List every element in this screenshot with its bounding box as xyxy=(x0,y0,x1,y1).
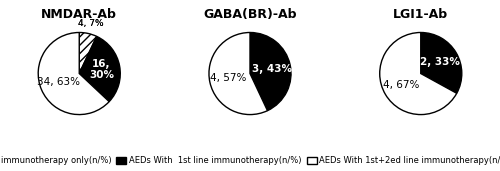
Wedge shape xyxy=(79,32,96,74)
Wedge shape xyxy=(380,32,456,115)
Text: 4, 7%: 4, 7% xyxy=(78,19,103,28)
Wedge shape xyxy=(421,32,462,93)
Text: 16,
30%: 16, 30% xyxy=(89,58,114,80)
Title: LGI1-Ab: LGI1-Ab xyxy=(393,8,448,21)
Wedge shape xyxy=(209,32,268,115)
Legend: immunotherapy only(n/%), AEDs With  1st line immunotherapy(n/%), AEDs With 1st+2: immunotherapy only(n/%), AEDs With 1st l… xyxy=(0,153,500,169)
Wedge shape xyxy=(79,36,120,102)
Text: 4, 7%: 4, 7% xyxy=(78,19,103,28)
Wedge shape xyxy=(250,32,291,111)
Text: 2, 33%: 2, 33% xyxy=(420,57,460,67)
Text: 3, 43%: 3, 43% xyxy=(252,64,292,74)
Text: 4, 67%: 4, 67% xyxy=(383,80,420,90)
Text: 4, 57%: 4, 57% xyxy=(210,74,246,83)
Wedge shape xyxy=(38,32,109,115)
Text: 34, 63%: 34, 63% xyxy=(37,77,80,88)
Title: NMDAR-Ab: NMDAR-Ab xyxy=(42,8,117,21)
Title: GABA(BR)-Ab: GABA(BR)-Ab xyxy=(203,8,297,21)
